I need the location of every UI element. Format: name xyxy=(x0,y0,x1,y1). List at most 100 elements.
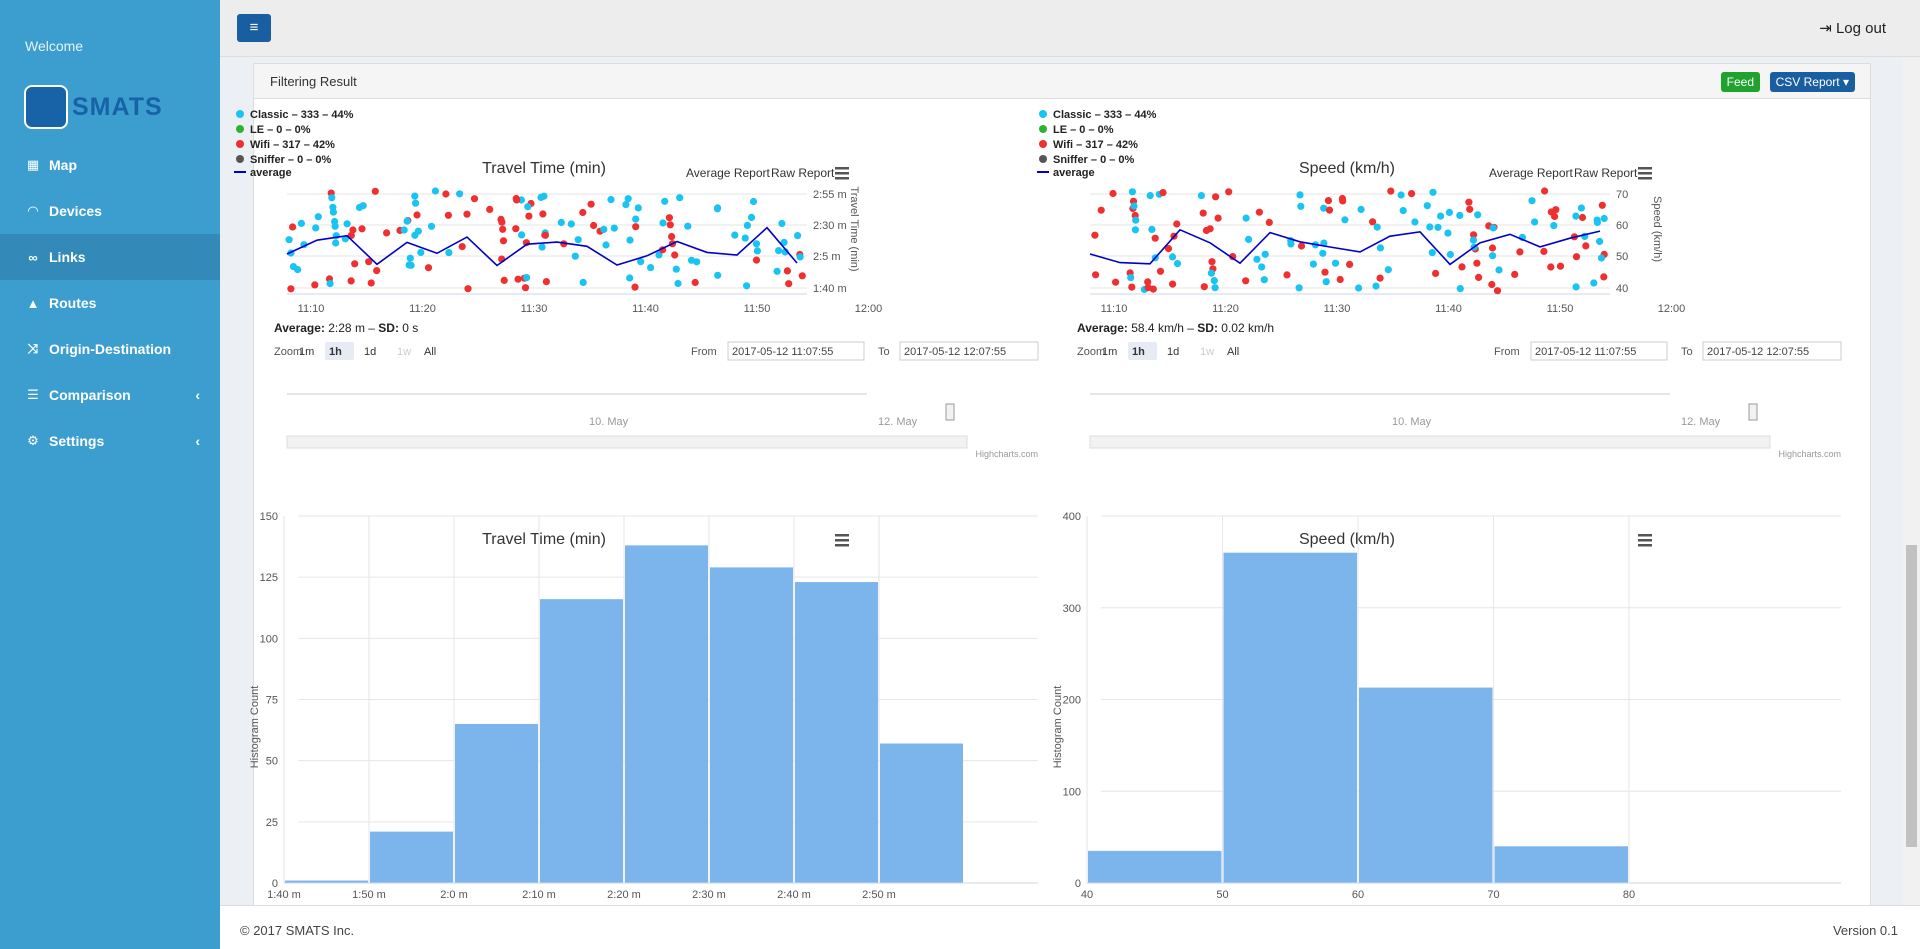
legend-sniffer[interactable]: Sniffer – 0 – 0% xyxy=(1053,154,1135,166)
scatter-point xyxy=(1297,242,1306,250)
scatter-point xyxy=(1146,192,1154,200)
x-tick-label: 12:00 xyxy=(855,303,883,315)
zoom-button-1m[interactable]: 1m xyxy=(299,346,314,358)
zoom-button-1d[interactable]: 1d xyxy=(1167,346,1179,358)
menu-bar xyxy=(835,544,849,547)
zoom-button-All[interactable]: All xyxy=(424,346,436,358)
sidebar-item-links[interactable]: ∞ Links xyxy=(0,234,220,280)
y-tick-label: 75 xyxy=(266,695,278,707)
scatter-point xyxy=(587,200,595,208)
scatter-point xyxy=(294,266,302,274)
scatter-point xyxy=(351,260,359,268)
legend-classic[interactable]: Classic – 333 – 44% xyxy=(1053,109,1157,121)
scatter-point xyxy=(632,223,640,231)
smats-logo[interactable]: SMATS xyxy=(24,85,162,129)
raw-report-link[interactable]: Raw Report xyxy=(1574,166,1638,180)
navigator-scrollbar[interactable] xyxy=(1089,435,1771,449)
zoom-button-1d[interactable]: 1d xyxy=(364,346,376,358)
scatter-point xyxy=(610,224,618,232)
to-date-input[interactable] xyxy=(899,341,1039,361)
y-tick-label: 2:5 m xyxy=(813,251,841,263)
sidebar-item-label: Map xyxy=(49,157,77,173)
from-date-input[interactable] xyxy=(1530,341,1668,361)
zoom-button-1h[interactable]: 1h xyxy=(1132,346,1145,358)
scatter-point xyxy=(1339,197,1347,205)
scatter-point xyxy=(1260,276,1268,284)
chart-menu-icon[interactable] xyxy=(835,167,849,180)
from-date-input[interactable] xyxy=(727,341,865,361)
highcharts-credits[interactable]: Highcharts.com xyxy=(975,449,1038,459)
scatter-point xyxy=(512,194,520,203)
y-tick-label: 2:55 m xyxy=(813,189,847,201)
zoom-button-All[interactable]: All xyxy=(1227,346,1239,358)
histogram-bar xyxy=(880,743,963,883)
legend-le[interactable]: LE – 0 – 0% xyxy=(250,124,311,136)
chevron-left-icon: ‹ xyxy=(195,433,200,449)
scatter-point xyxy=(514,275,522,283)
x-tick-label: 2:20 m xyxy=(607,889,641,901)
csv-report-button[interactable]: CSV Report ▾ xyxy=(1769,72,1855,92)
legend-wifi[interactable]: Wifi – 317 – 42% xyxy=(1053,139,1138,151)
scatter-point xyxy=(1144,284,1152,292)
scatter-point xyxy=(1541,187,1549,195)
feed-button[interactable]: Feed xyxy=(1720,72,1760,92)
raw-report-link[interactable]: Raw Report xyxy=(771,166,835,180)
sidebar-item-comparison[interactable]: ☰ Comparison ‹ xyxy=(0,372,220,418)
scatter-point xyxy=(796,253,804,261)
navigator-scrollbar[interactable] xyxy=(286,435,968,449)
scatter-point xyxy=(1511,270,1519,278)
legend-sniffer[interactable]: Sniffer – 0 – 0% xyxy=(250,154,332,166)
scatter-point xyxy=(1211,284,1219,292)
sidebar-toggle-button[interactable]: ≡ xyxy=(237,14,271,42)
scatter-point xyxy=(1597,254,1606,262)
sidebar-item-origin-destination[interactable]: ⤨ Origin-Destination xyxy=(0,326,220,372)
average-report-link[interactable]: Average Report xyxy=(1489,166,1573,180)
scatter-point xyxy=(579,208,587,217)
scatter-point xyxy=(442,190,450,198)
sidebar-item-routes[interactable]: ▲ Routes xyxy=(0,280,220,326)
chart-menu-icon[interactable] xyxy=(1638,167,1652,180)
scatter-point xyxy=(329,208,337,216)
x-tick-label: 40 xyxy=(1081,889,1093,901)
scatter-point xyxy=(666,221,674,229)
scatter-point xyxy=(498,218,506,226)
chart-menu-icon[interactable] xyxy=(1638,534,1652,547)
legend-average[interactable]: average xyxy=(250,167,292,179)
x-tick-label: 2:40 m xyxy=(777,889,811,901)
logout-button[interactable]: ⇥ Log out xyxy=(1819,19,1886,37)
legend-wifi[interactable]: Wifi – 317 – 42% xyxy=(250,139,335,151)
scatter-point xyxy=(684,222,692,230)
chart-menu-icon[interactable] xyxy=(835,534,849,547)
to-date-value: 2017-05-12 12:07:55 xyxy=(1707,346,1809,358)
legend-classic[interactable]: Classic – 333 – 44% xyxy=(250,109,354,121)
topbar: ≡ ⇥ Log out xyxy=(220,0,1920,57)
average-stats: Average: 58.4 km/h – SD: 0.02 km/h xyxy=(1077,321,1274,335)
highcharts-credits[interactable]: Highcharts.com xyxy=(1778,449,1841,459)
random-icon: ⤨ xyxy=(27,341,39,356)
scatter-point xyxy=(687,256,696,264)
legend-le[interactable]: LE – 0 – 0% xyxy=(1053,124,1114,136)
scrollbar-thumb[interactable] xyxy=(1906,545,1917,847)
chart-title: Speed (km/h) xyxy=(1299,531,1395,548)
sidebar-item-settings[interactable]: ⚙ Settings ‹ xyxy=(0,418,220,464)
scatter-point xyxy=(1572,253,1581,261)
scatter-point xyxy=(1092,271,1100,279)
scatter-point xyxy=(373,267,381,275)
navigator-handle[interactable] xyxy=(1748,403,1758,421)
y-axis-label: Histogram Count xyxy=(249,686,261,769)
average-report-link[interactable]: Average Report xyxy=(686,166,770,180)
navigator-handle[interactable] xyxy=(945,403,955,421)
scatter-point xyxy=(1547,263,1555,271)
zoom-button-1m[interactable]: 1m xyxy=(1102,346,1117,358)
sidebar-item-map[interactable]: ▦ Map xyxy=(0,142,220,188)
zoom-button-1h[interactable]: 1h xyxy=(329,346,342,358)
y-tick-label: 400 xyxy=(1063,511,1081,523)
legend-average[interactable]: average xyxy=(1053,167,1095,179)
scatter-point xyxy=(1488,280,1496,289)
copyright: © 2017 SMATS Inc. xyxy=(240,923,355,938)
average-stats: Average: 2:28 m – SD: 0 s xyxy=(274,321,418,335)
to-date-input[interactable] xyxy=(1702,341,1842,361)
page-scrollbar[interactable] xyxy=(1903,57,1920,905)
sidebar-item-devices[interactable]: ◠ Devices xyxy=(0,188,220,234)
scatter-point xyxy=(749,197,758,206)
